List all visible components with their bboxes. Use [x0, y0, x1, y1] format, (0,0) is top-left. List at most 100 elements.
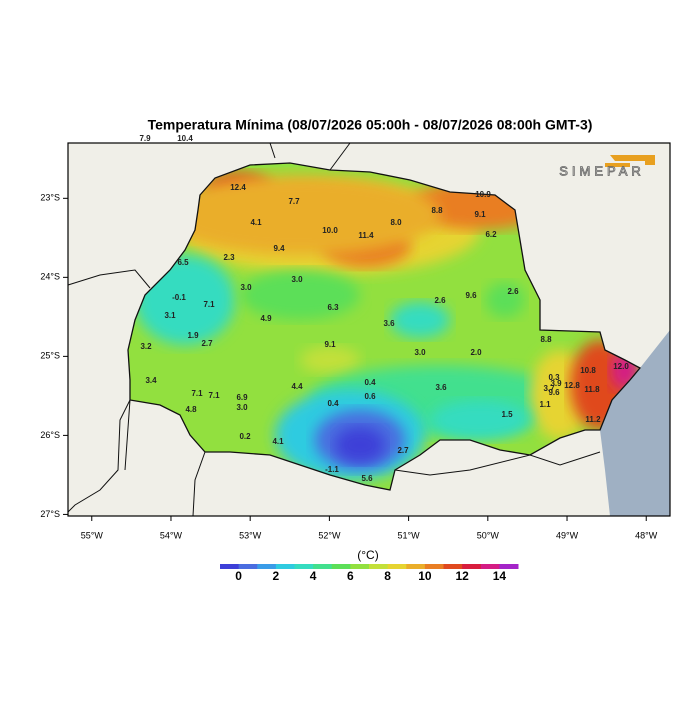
colorbar-swatch: [462, 564, 482, 569]
field-blob: [390, 302, 450, 338]
station-value: 9.1: [474, 210, 486, 219]
station-value: 1.9: [187, 331, 199, 340]
x-tick-label: 50°W: [477, 530, 500, 540]
station-value: 3.2: [140, 342, 152, 351]
station-value: 7.1: [208, 391, 220, 400]
station-value: 3.9: [550, 379, 562, 388]
station-value: 3.1: [164, 311, 176, 320]
station-value: 7.7: [288, 197, 300, 206]
x-tick-label: 48°W: [635, 530, 658, 540]
station-value: 11.8: [584, 385, 600, 394]
station-value: 0.6: [364, 392, 376, 401]
station-value: 4.4: [291, 382, 303, 391]
borders: [67, 142, 601, 517]
colorbar-swatch: [238, 564, 258, 569]
colorbar-tick-label: 6: [347, 569, 354, 583]
colorbar-tick-label: 14: [493, 569, 507, 583]
station-value: -0.1: [172, 293, 186, 302]
field-blob: [240, 270, 360, 320]
station-value: 9.6: [465, 291, 477, 300]
station-value: 0.2: [239, 432, 251, 441]
station-value: 6.9: [236, 393, 248, 402]
station-value: -1.1: [325, 465, 339, 474]
station-value: 9.4: [273, 244, 285, 253]
station-value: 12.4: [230, 183, 246, 192]
station-value: 1.5: [501, 410, 513, 419]
station-value: 6.5: [177, 258, 189, 267]
station-value: 7.1: [203, 300, 215, 309]
colorbar-swatch: [499, 564, 519, 569]
station-value: 3.0: [240, 283, 252, 292]
field-blob: [335, 427, 385, 463]
colorbar-label: (°C): [357, 548, 378, 562]
station-value: 0.3: [548, 373, 560, 382]
station-value: 9.1: [324, 340, 336, 349]
station-value: 11.2: [585, 415, 601, 424]
colorbar-swatch: [480, 564, 500, 569]
station-value: 12.8: [564, 381, 580, 390]
station-value: 2.3: [223, 253, 235, 262]
colorbar-swatch: [257, 564, 277, 569]
station-value: 3.7: [543, 384, 555, 393]
station-value: 8.8: [540, 335, 552, 344]
colorbar-tick-label: 4: [310, 569, 317, 583]
colorbar-swatch: [350, 564, 370, 569]
x-tick-label: 55°W: [81, 530, 104, 540]
station-value: 7.9: [139, 134, 151, 143]
field-blob: [430, 400, 530, 440]
y-tick-label: 24°S: [40, 272, 60, 282]
y-tick-label: 27°S: [40, 509, 60, 519]
colorbar-swatch: [424, 564, 444, 569]
station-value: 3.0: [236, 403, 248, 412]
station-value: 8.0: [390, 218, 402, 227]
colorbar-swatch: [387, 564, 407, 569]
colorbar-swatch: [275, 564, 295, 569]
x-tick-label: 52°W: [318, 530, 341, 540]
ocean: [600, 330, 670, 516]
station-value: 7.1: [191, 389, 203, 398]
station-value: 6.2: [485, 230, 497, 239]
station-value: 2.7: [201, 339, 213, 348]
station-value: 3.0: [414, 348, 426, 357]
station-value: 10.8: [580, 366, 596, 375]
colorbar-tick-label: 12: [455, 569, 469, 583]
station-value: 2.6: [434, 296, 446, 305]
field-blob: [160, 175, 440, 255]
station-value: 2.0: [470, 348, 482, 357]
station-value: 5.6: [361, 474, 373, 483]
field-blob: [485, 282, 525, 318]
station-value: 3.4: [145, 376, 157, 385]
station-value: 8.8: [431, 206, 443, 215]
station-value: 11.4: [358, 231, 374, 240]
y-tick-label: 26°S: [40, 430, 60, 440]
station-value: 4.1: [250, 218, 262, 227]
x-tick-label: 54°W: [160, 530, 183, 540]
colorbar-swatch: [369, 564, 389, 569]
station-value: 2.7: [397, 446, 409, 455]
colorbar-tick-label: 8: [384, 569, 391, 583]
station-value: 0.4: [327, 399, 339, 408]
station-value: 1.1: [539, 400, 551, 409]
station-value: 10.9: [475, 190, 491, 199]
station-value: 9.6: [548, 388, 560, 397]
station-value: 4.1: [272, 437, 284, 446]
x-tick-label: 53°W: [239, 530, 262, 540]
station-value: 6.3: [327, 303, 339, 312]
station-value: 12.0: [613, 362, 629, 371]
station-value: 0.4: [364, 378, 376, 387]
colorbar-tick-label: 0: [235, 569, 242, 583]
title: Temperatura Mínima (08/07/2026 05:00h - …: [148, 117, 593, 133]
map-frame: [67, 142, 671, 517]
station-value: 4.9: [260, 314, 272, 323]
station-value: 10.4: [177, 134, 193, 143]
temperature-field: [128, 163, 640, 490]
colorbar-tick-label: 10: [418, 569, 432, 583]
colorbar-swatch: [294, 564, 314, 569]
station-value: 3.6: [383, 319, 395, 328]
colorbar-tick-label: 2: [273, 569, 280, 583]
field-blob: [300, 346, 360, 374]
logo: SIMEPAR: [559, 155, 655, 179]
station-value: 2.6: [507, 287, 519, 296]
station-value: 3.6: [435, 383, 447, 392]
x-tick-label: 49°W: [556, 530, 579, 540]
